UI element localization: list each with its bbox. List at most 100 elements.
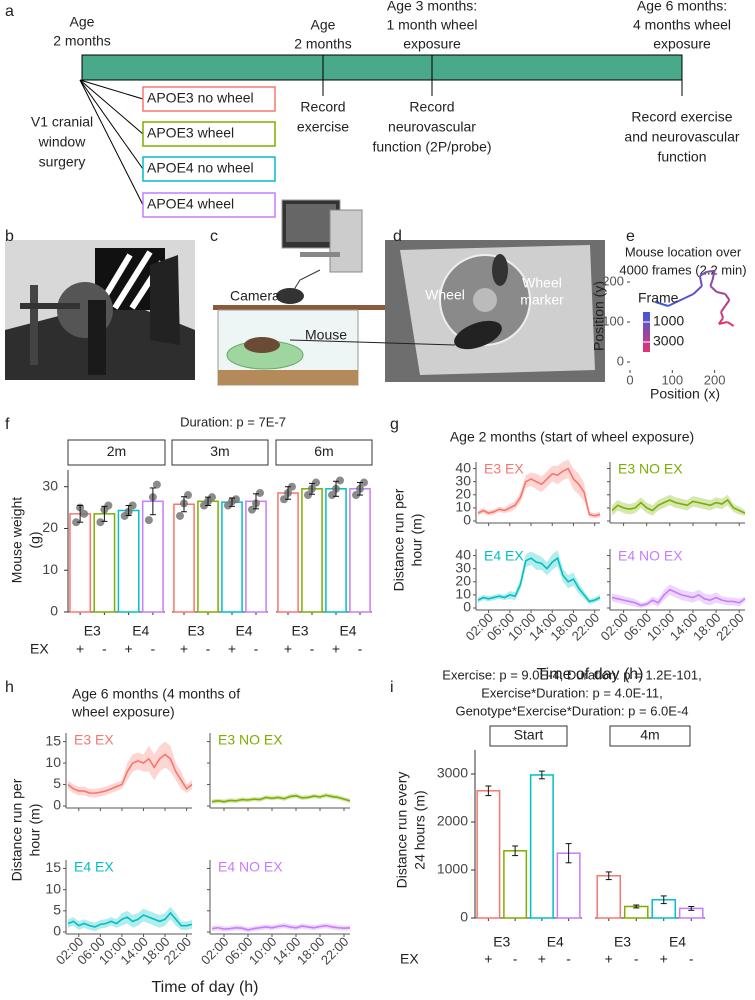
data-point [304, 491, 312, 500]
group-box [142, 156, 276, 182]
series-line [477, 467, 601, 517]
trajectory-segment [709, 285, 718, 293]
fan-line [79, 79, 144, 170]
trajectory-segment [706, 269, 715, 273]
ex-level: + [538, 951, 546, 967]
ex-level: - [634, 951, 639, 967]
panel-letter: h [5, 679, 14, 696]
group-label: APOE4 wheel [147, 196, 234, 212]
x-tick-label: E4 [339, 623, 356, 639]
y-axis-label: Distance run every [394, 772, 410, 889]
trajectory-segment [709, 279, 714, 287]
y-tick-label: 10 [45, 754, 61, 770]
panel-letter: a [5, 3, 14, 20]
error-ribbon [68, 741, 192, 798]
x-axis-label: Time of day (h) [152, 979, 259, 996]
data-point [80, 509, 89, 518]
error-bar [229, 497, 235, 507]
x-tick-label: E4 [669, 934, 686, 950]
error-bar [181, 496, 187, 513]
timeline-label: exposure [653, 36, 711, 52]
x-tick-label: E4 [132, 623, 149, 639]
error-bar [688, 905, 695, 911]
bar [529, 774, 554, 919]
setup-label: Camera [230, 288, 280, 304]
y-tick-label: 0 [463, 512, 471, 528]
timeline-label: neurovascular [388, 119, 476, 135]
error-ribbon [478, 459, 600, 519]
x-tick-label: E3 [614, 934, 631, 950]
y-tick-label: 5 [53, 775, 61, 791]
facet-label: 3m [210, 443, 229, 459]
bar [173, 503, 195, 613]
y-tick-label: 0 [617, 353, 624, 368]
y-axis-label: hour (m) [27, 804, 43, 857]
ex-title: EX [400, 951, 419, 967]
colorbar [643, 312, 650, 352]
fan-line [79, 79, 144, 100]
timeline-label: Record [300, 99, 345, 115]
facet-strip [67, 439, 166, 466]
panel-name: E4 NO EX [618, 548, 683, 564]
y-tick-label: 20 [455, 485, 471, 501]
timeline-label: 4 months wheel [633, 17, 731, 33]
panel-letter: c [210, 228, 218, 245]
series-line [67, 911, 193, 928]
trajectory-segment [718, 321, 728, 325]
data-point [256, 488, 264, 497]
x-tick-label: 0 [626, 372, 633, 387]
colorbar-label: 1000 [653, 313, 684, 329]
y-axis-label: Mouse weight [9, 497, 25, 583]
data-point [312, 478, 320, 487]
panel-letter: g [390, 416, 399, 433]
series-line [477, 556, 601, 603]
y-tick-label: 20 [455, 572, 471, 588]
error-bar [485, 785, 492, 797]
y-tick-label: 1000 [437, 861, 468, 877]
y-tick-label: 200 [602, 273, 624, 288]
error-bar [333, 480, 339, 497]
error-bar [512, 845, 519, 857]
ex-level: - [206, 641, 211, 657]
trajectory-segment [716, 291, 726, 295]
y-tick-label: 40 [455, 459, 471, 475]
timeline-label: Age 6 months: [637, 0, 727, 14]
y-axis-label: Position (y) [591, 281, 607, 351]
group-box [142, 121, 276, 147]
timeline-label: and neurovascular [624, 129, 740, 145]
error-bar [77, 505, 84, 523]
error-bar [253, 493, 259, 510]
trajectory-segment [684, 293, 694, 299]
timeline-label: Age [311, 17, 336, 33]
error-bar [660, 895, 667, 905]
bar [325, 488, 347, 613]
trajectory-segment [711, 270, 716, 281]
facet-label: Start [514, 727, 544, 743]
bar [476, 790, 501, 919]
error-bar [633, 904, 640, 909]
data-point [72, 518, 81, 527]
panel-letter: e [626, 228, 635, 245]
ex-level: + [180, 641, 188, 657]
bar [596, 875, 622, 919]
group-box [142, 86, 276, 112]
bar [221, 501, 243, 613]
error-bar [309, 482, 315, 495]
x-tick-label: E3 [84, 623, 101, 639]
error-bar [565, 843, 572, 864]
data-point [280, 495, 288, 504]
panel-name: E3 EX [74, 732, 114, 748]
timeline-label: 2 months [53, 33, 111, 49]
data-point [176, 511, 184, 520]
colorbar-title: Frame [638, 290, 679, 306]
y-tick-label: 0 [460, 909, 468, 925]
x-tick-label: E3 [187, 623, 204, 639]
y-axis-label: Distance run per [9, 778, 25, 881]
panel-name: E4 EX [74, 859, 114, 875]
y-tick-label: 10 [42, 561, 58, 577]
bar [301, 488, 323, 613]
trajectory-segment [667, 301, 677, 307]
data-point [96, 518, 105, 527]
panel-name: E3 NO EX [218, 732, 283, 748]
bar [503, 850, 528, 919]
